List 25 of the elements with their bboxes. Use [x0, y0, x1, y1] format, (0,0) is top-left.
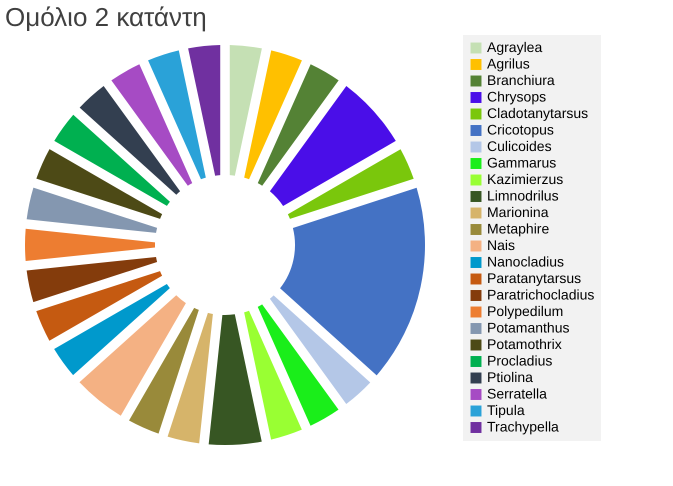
- legend-label: Procladius: [487, 352, 552, 368]
- legend-label: Marionina: [487, 204, 549, 220]
- legend-label: Kazimierzus: [487, 171, 564, 187]
- legend-label: Agrilus: [487, 56, 530, 72]
- legend-label: Paratanytarsus: [487, 270, 582, 286]
- legend-label: Potamothrix: [487, 336, 562, 352]
- chart-title: Ομόλιο 2 κατάντη: [5, 2, 207, 32]
- legend-label: Branchiura: [487, 72, 555, 88]
- legend-label: Chrysops: [487, 88, 546, 104]
- legend-label: Metaphire: [487, 220, 550, 236]
- legend-label: Ptiolina: [487, 369, 534, 385]
- legend-label: Limnodrilus: [487, 188, 559, 204]
- legend-label: Trachypella: [487, 418, 560, 434]
- legend-label: Gammarus: [487, 154, 556, 170]
- legend-label: Nais: [487, 237, 516, 253]
- legend-label: Potamanthus: [487, 320, 570, 336]
- legend-label: Tipula: [487, 402, 525, 418]
- legend-label: Paratrichocladius: [487, 286, 594, 302]
- legend-label: Agraylea: [487, 39, 542, 55]
- legend-label: Culicoides: [487, 138, 552, 154]
- legend-label: Nanocladius: [487, 254, 564, 270]
- legend-label: Polypedilum: [487, 303, 564, 319]
- legend-label: Cladotanytarsus: [487, 105, 588, 121]
- legend-label: Serratella: [487, 386, 548, 402]
- legend-label: Cricotopus: [487, 122, 554, 138]
